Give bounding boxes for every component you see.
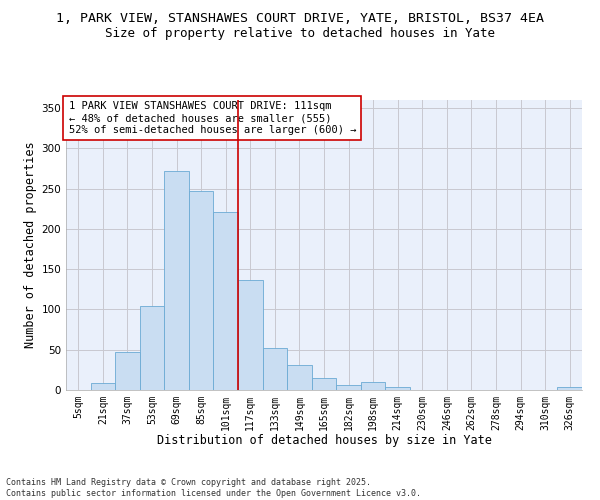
Bar [238, 280, 263, 390]
Bar [115, 352, 140, 390]
Bar [91, 383, 115, 390]
Text: 1, PARK VIEW, STANSHAWES COURT DRIVE, YATE, BRISTOL, BS37 4EA: 1, PARK VIEW, STANSHAWES COURT DRIVE, YA… [56, 12, 544, 26]
Bar [336, 385, 361, 390]
Y-axis label: Number of detached properties: Number of detached properties [24, 142, 37, 348]
Bar [189, 191, 214, 390]
Text: Size of property relative to detached houses in Yate: Size of property relative to detached ho… [105, 28, 495, 40]
Bar [263, 348, 287, 390]
Bar [164, 171, 189, 390]
X-axis label: Distribution of detached houses by size in Yate: Distribution of detached houses by size … [157, 434, 491, 448]
Bar [312, 378, 336, 390]
Bar [214, 212, 238, 390]
Bar [557, 387, 582, 390]
Text: Contains HM Land Registry data © Crown copyright and database right 2025.
Contai: Contains HM Land Registry data © Crown c… [6, 478, 421, 498]
Bar [385, 387, 410, 390]
Bar [287, 365, 312, 390]
Bar [361, 382, 385, 390]
Text: 1 PARK VIEW STANSHAWES COURT DRIVE: 111sqm
← 48% of detached houses are smaller : 1 PARK VIEW STANSHAWES COURT DRIVE: 111s… [68, 102, 356, 134]
Bar [140, 306, 164, 390]
